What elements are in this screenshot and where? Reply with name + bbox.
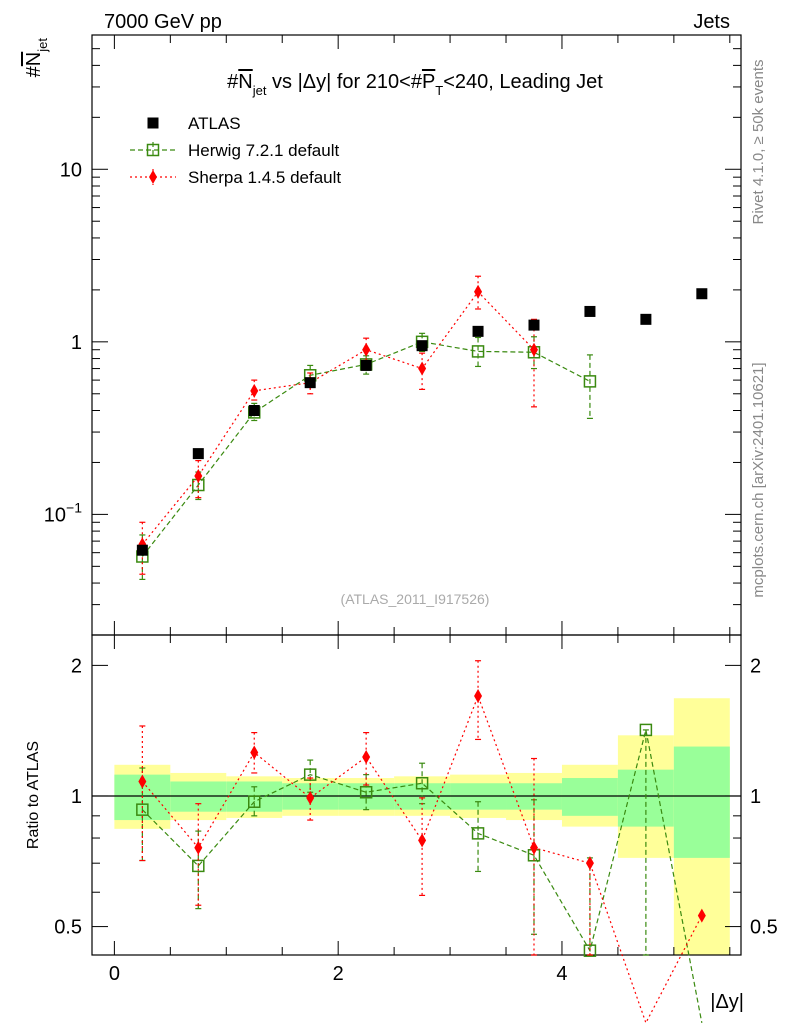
data-point: [474, 284, 483, 299]
ratio-point: [474, 689, 483, 704]
data-point: [248, 404, 260, 416]
main-title: #Njet vs |Δy| for 210<#PT<240, Leading J…: [227, 71, 603, 98]
band-inner: [170, 781, 227, 812]
rivet-label: Rivet 4.1.0, ≥ 50k events: [750, 60, 767, 225]
ratio-line-1: [141, 694, 703, 1024]
ratio-point: [250, 745, 259, 760]
y-tick-label: 10: [60, 159, 82, 181]
ratio-xlabel: |Δy|: [710, 991, 744, 1013]
ratio-point: [415, 776, 429, 790]
legend-marker: [149, 170, 157, 184]
data-point: [472, 325, 484, 337]
ratio-point: [359, 786, 373, 799]
data-point: [362, 342, 371, 357]
data-point: [418, 361, 427, 376]
main-panel: #Njet vs |Δy| for 210<#PT<240, Leading J…: [23, 34, 742, 636]
data-point: [529, 342, 538, 357]
header-left: 7000 GeV pp: [104, 11, 222, 33]
x-tick-label: 4: [556, 963, 567, 985]
ratio-point: [362, 749, 371, 764]
data-point: [136, 544, 148, 556]
legend-marker: [147, 117, 159, 129]
data-point: [416, 340, 428, 352]
data-point: [584, 305, 596, 317]
data-point: [583, 375, 597, 388]
ratio-point: [639, 723, 653, 737]
data-point: [194, 468, 203, 483]
ratio-frame: [91, 634, 742, 956]
legend-label: Sherpa 1.4.5 default: [188, 168, 341, 187]
mcplots-label: mcplots.cern.ch [arXiv:2401.10621]: [750, 362, 767, 597]
ratio-y-tick-label: 0.5: [54, 917, 82, 939]
ratio-point: [303, 768, 317, 781]
series-line-2: [141, 290, 535, 545]
ratio-point: [194, 840, 203, 855]
ratio-point: [529, 840, 538, 855]
data-point: [250, 383, 259, 398]
ratio-y-tick-label-right: 2: [750, 655, 761, 677]
legend-marker: [146, 143, 160, 157]
ratio-panel: Ratio to ATLAS |Δy| 0 2 4 0.5 0.5 1 1 2 2: [25, 634, 778, 1024]
ratio-line-0: [141, 729, 703, 1023]
ratio-point: [585, 856, 594, 871]
data-point: [304, 377, 316, 389]
ratio-y-tick-label-right: 0.5: [750, 917, 778, 939]
ratio-ylabel: Ratio to ATLAS: [25, 741, 42, 849]
ratio-point: [471, 827, 485, 840]
data-point: [696, 288, 708, 300]
x-tick-label: 2: [333, 963, 344, 985]
band-inner: [561, 778, 618, 816]
ratio-y-tick-label: 2: [71, 655, 82, 677]
ratio-point: [136, 803, 149, 816]
band-inner: [673, 746, 730, 858]
data-point: [471, 345, 485, 358]
ratio-point: [697, 908, 706, 923]
ratio-point: [306, 790, 315, 805]
ratio-point: [138, 774, 147, 789]
ratio-point: [418, 833, 427, 848]
main-ylabel: #Njet: [23, 38, 50, 78]
ratio-point: [248, 795, 261, 808]
y-tick-label: 10−1: [44, 499, 82, 526]
ratio-y-tick-label: 1: [71, 786, 82, 808]
data-point: [640, 313, 652, 325]
legend-label: ATLAS: [188, 114, 241, 133]
legend-label: Herwig 7.2.1 default: [188, 141, 339, 160]
y-tick-label: 1: [71, 332, 82, 354]
watermark: (ATLAS_2011_I917526): [341, 591, 490, 607]
data-point: [192, 448, 204, 460]
x-tick-label: 0: [109, 963, 120, 985]
data-point: [528, 319, 540, 331]
ratio-y-tick-label-right: 1: [750, 786, 761, 808]
data-point: [360, 359, 372, 371]
header-right: Jets: [693, 11, 730, 33]
